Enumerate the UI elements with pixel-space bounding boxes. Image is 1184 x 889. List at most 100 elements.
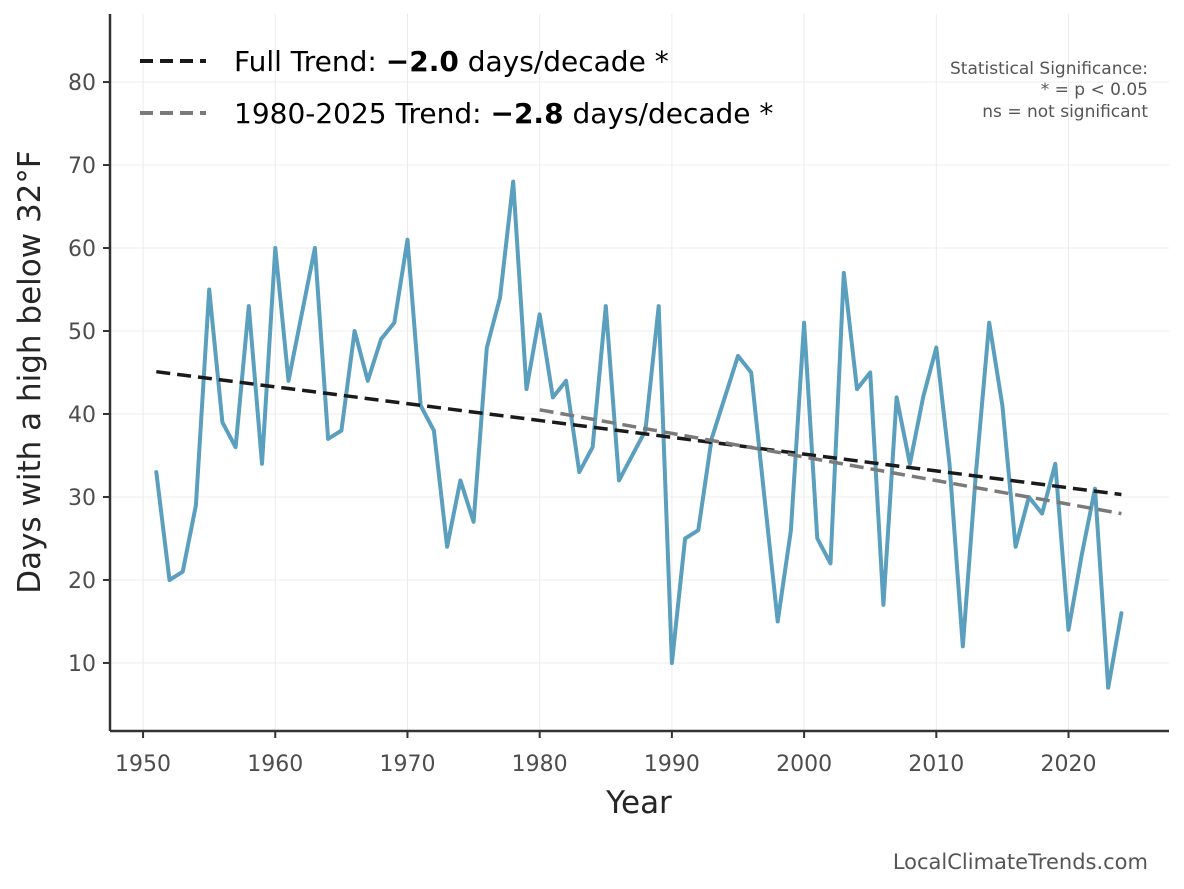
data-point-1964 [326,437,330,441]
data-point-1996 [750,371,753,374]
data-point-1999 [789,529,793,532]
data-point-1991 [683,537,687,540]
data-point-1990 [670,661,674,665]
series-layer [154,179,1124,690]
data-point-1965 [340,429,343,432]
data-point-2022 [1093,487,1097,490]
data-point-2004 [855,387,859,391]
data-point-2006 [882,603,885,607]
ticks: 1950 1960 1970 1980 1990 2000 2010 2020 10 20 30 40… [68,71,1097,777]
data-point-1995 [736,354,740,358]
data-point-1956 [221,421,224,424]
y-tick-label: 30 [68,486,96,511]
data-point-1972 [432,429,436,432]
data-point-1987 [631,454,634,457]
data-point-1973 [445,545,449,548]
data-point-1980 [538,313,541,316]
data-point-1998 [776,620,779,623]
data-point-2020 [1067,628,1070,631]
data-point-2001 [816,537,819,540]
y-tick-label: 40 [68,403,96,428]
y-tick-label: 80 [68,71,96,96]
data-point-1960 [274,246,277,250]
legend-full-label: Full Trend: −2.0 days/decade * [234,45,669,78]
data-point-2002 [829,562,832,565]
x-tick-label: 1960 [247,752,303,777]
series-line-1980-2025-trend [539,408,1122,516]
data-point-1976 [485,346,488,349]
series-line-days-with-a-high-below-32-f [154,179,1124,690]
data-point-2024 [1120,612,1123,615]
data-point-1977 [498,296,502,299]
data-point-2003 [842,271,845,275]
x-tick-label: 2000 [776,752,832,777]
legend-recent-label: 1980-2025 Trend: −2.8 days/decade * [234,97,773,130]
x-tick-label: 1950 [115,752,171,777]
data-point-1955 [208,288,211,291]
y-axis-title: Days with a high below 32°F [12,150,48,593]
axes [108,14,1169,733]
data-point-1975 [472,520,475,524]
data-point-1966 [353,329,356,333]
data-point-2016 [1014,545,1017,548]
data-point-1978 [512,180,515,183]
y-tick-label: 10 [68,652,96,677]
x-tick-label: 2020 [1041,752,1097,777]
data-point-1985 [604,304,607,308]
data-point-2012 [961,645,964,648]
y-tick-label: 70 [68,154,96,179]
data-point-1962 [300,313,303,316]
data-point-1997 [763,495,766,499]
data-point-1994 [723,396,726,399]
data-point-2015 [1001,404,1004,407]
data-point-2023 [1107,686,1110,689]
data-point-2013 [974,470,978,474]
data-point-2014 [988,321,991,324]
data-point-2011 [948,462,951,465]
x-axis-title: Year [605,785,672,821]
data-point-1963 [313,246,317,250]
y-tick-label: 50 [68,320,96,345]
data-point-2018 [1040,512,1044,515]
y-tick-label: 20 [68,569,96,594]
x-tick-label: 2010 [908,752,964,777]
data-point-1992 [697,529,700,532]
data-point-1959 [260,462,264,465]
data-point-2000 [802,321,806,324]
data-point-1989 [657,304,660,308]
data-point-1958 [247,304,250,308]
data-point-1970 [406,238,409,241]
data-point-1951 [155,470,158,474]
data-point-1979 [525,387,528,391]
data-point-1981 [551,396,555,399]
data-point-1952 [168,578,171,582]
data-point-1983 [578,470,581,474]
data-point-1957 [234,446,237,449]
data-point-1982 [564,379,568,382]
data-point-1953 [181,570,184,573]
significance-p-value: * = p < 0.05 [1041,80,1148,100]
data-point-1974 [459,479,462,482]
data-point-1986 [617,479,621,482]
data-point-2019 [1054,462,1057,465]
x-tick-label: 1990 [644,752,700,777]
significance-title: Statistical Significance: [950,59,1148,79]
x-tick-label: 1970 [379,752,435,777]
data-point-2010 [935,346,938,349]
significance-ns: ns = not significant [982,102,1148,122]
data-point-1967 [366,379,369,382]
y-tick-label: 60 [68,237,96,262]
data-point-1954 [194,504,198,507]
data-point-1984 [591,446,594,449]
data-point-2007 [895,396,898,399]
credit-label: LocalClimateTrends.com [893,850,1148,874]
data-point-1968 [379,338,383,341]
significance-note: Statistical Significance: * = p < 0.05 n… [950,59,1148,122]
data-point-2005 [869,371,872,374]
legend: Full Trend: −2.0 days/decade * 1980-2025… [140,45,773,130]
data-point-2008 [908,462,912,465]
x-tick-label: 1980 [512,752,568,777]
data-point-2009 [921,396,925,399]
data-point-2021 [1080,553,1083,557]
